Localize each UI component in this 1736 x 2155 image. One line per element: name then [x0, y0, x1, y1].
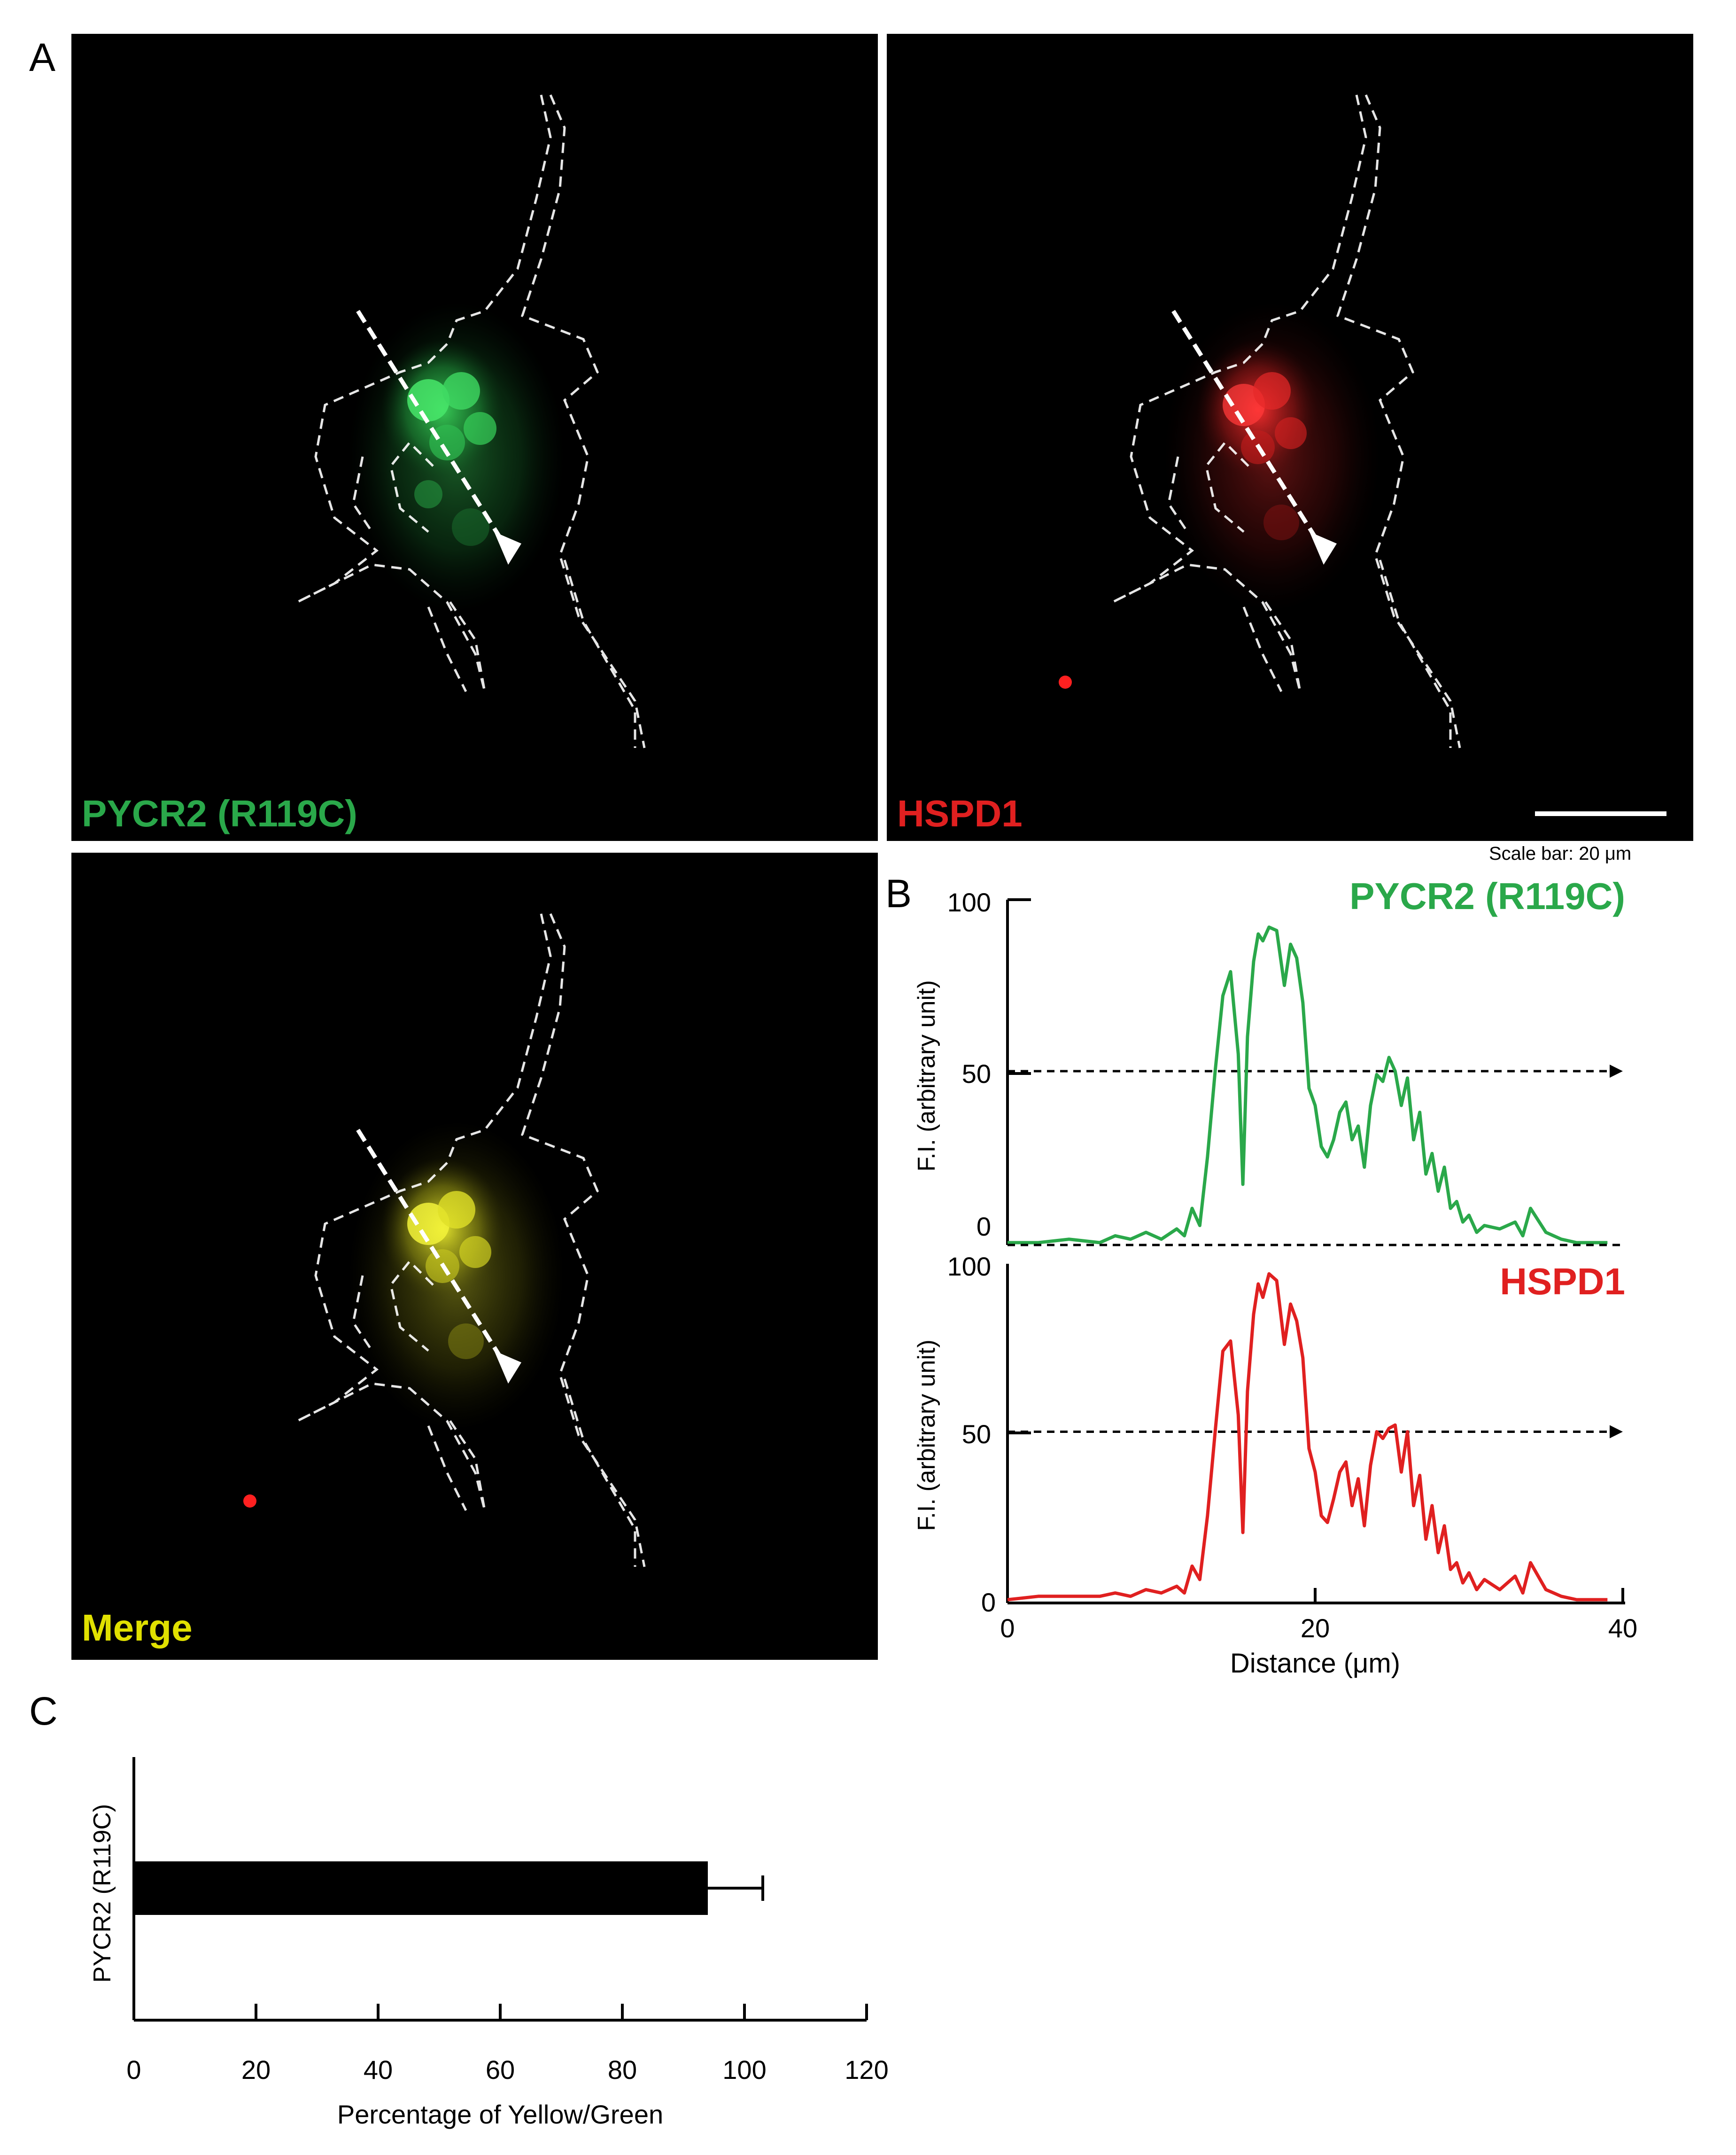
profile-bottom-xlabel: Distance (μm) [1230, 1648, 1400, 1679]
profile-top-reference-arrow [1610, 1065, 1623, 1078]
profile-top-title: PYCR2 (R119C) [1349, 875, 1625, 917]
bar-xtick-40: 40 [364, 2055, 393, 2085]
bar-xtick-120: 120 [845, 2055, 888, 2085]
bar-xtick-60: 60 [486, 2055, 515, 2085]
panel-letter-a: A [29, 35, 56, 79]
bar-chart-axes: PYCR2 (R119C) Percentage of Yellow/Green [89, 1757, 867, 2129]
bar-xtick-20: 20 [241, 2055, 271, 2085]
profile-bottom-plot [1007, 1272, 1623, 1602]
profile-xtick-0: 0 [1000, 1613, 1015, 1643]
profile-top-ytick-50: 50 [962, 1059, 991, 1089]
bar-xtick-0: 0 [126, 2055, 141, 2085]
bar-chart-ticks: 0 20 40 60 80 100 120 [126, 2004, 889, 2085]
bar-chart-plot [134, 1861, 764, 1915]
profile-top-ytick-100: 100 [947, 887, 991, 917]
profile-top-series-line [1008, 925, 1608, 1245]
profile-bottom-reference-arrow [1610, 1425, 1623, 1439]
profile-top-ytick-0: 0 [976, 1212, 991, 1241]
profile-bottom-ylabel: F.I. (arbitrary unit) [913, 1339, 940, 1531]
cell-image-green [296, 94, 646, 748]
micrograph-red: HSPD1 [887, 34, 1693, 841]
profile-bottom-ytick-0: 0 [981, 1587, 996, 1617]
channel-label-merge: Merge [82, 1607, 193, 1649]
channel-label-green: PYCR2 (R119C) [82, 793, 357, 834]
profile-bottom-ytick-50: 50 [962, 1419, 991, 1449]
bar-xlabel: Percentage of Yellow/Green [337, 2100, 663, 2129]
profile-xtick-40: 40 [1608, 1613, 1637, 1643]
channel-label-red: HSPD1 [897, 793, 1023, 834]
profile-bottom-series-line [1007, 1272, 1608, 1602]
profile-xtick-20: 20 [1301, 1613, 1330, 1643]
profile-top-plot [1008, 925, 1623, 1246]
micrograph-green: PYCR2 (R119C) [71, 34, 878, 841]
bar-category-label: PYCR2 (R119C) [89, 1804, 116, 1983]
cell-image-merge [243, 913, 646, 1567]
scale-bar-text: Scale bar: 20 μm [1489, 843, 1632, 864]
profile-bottom-axes: 100 50 0 0 20 40 Distance (μm) F.I. (arb… [913, 1252, 1637, 1679]
micrograph-merge: Merge [71, 853, 878, 1660]
profile-bottom-ytick-100: 100 [947, 1252, 991, 1281]
bar-xtick-100: 100 [722, 2055, 766, 2085]
profile-bottom-title: HSPD1 [1500, 1260, 1625, 1302]
profile-top-axes: 100 50 0 F.I. (arbitrary unit) PYCR2 (R1… [913, 875, 1625, 1245]
bar-xtick-80: 80 [608, 2055, 637, 2085]
cell-image-red [1059, 94, 1666, 816]
bar [134, 1861, 708, 1915]
panel-letter-b: B [885, 871, 912, 916]
panel-letter-c: C [29, 1689, 58, 1733]
profile-top-ylabel: F.I. (arbitrary unit) [913, 980, 940, 1171]
